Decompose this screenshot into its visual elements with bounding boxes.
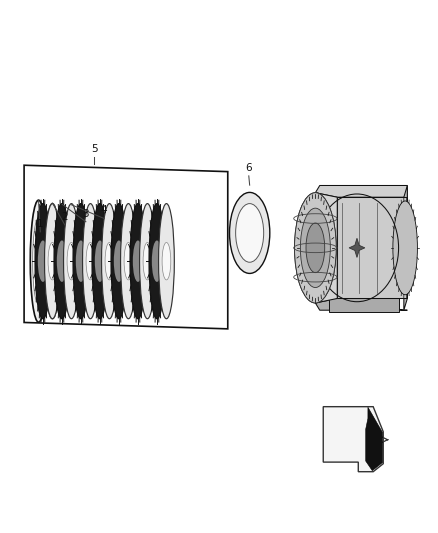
Polygon shape <box>328 298 399 312</box>
Ellipse shape <box>45 204 60 319</box>
Ellipse shape <box>35 204 51 319</box>
Text: 1: 1 <box>37 219 44 229</box>
Text: 2: 2 <box>61 212 68 222</box>
Ellipse shape <box>86 243 95 280</box>
Ellipse shape <box>30 200 47 322</box>
Ellipse shape <box>105 243 114 280</box>
Ellipse shape <box>45 204 60 319</box>
Ellipse shape <box>76 240 86 282</box>
Ellipse shape <box>294 193 336 303</box>
Polygon shape <box>349 238 365 257</box>
Ellipse shape <box>140 204 155 319</box>
Ellipse shape <box>73 204 89 319</box>
Ellipse shape <box>102 204 117 319</box>
Ellipse shape <box>130 204 146 319</box>
Ellipse shape <box>48 224 57 298</box>
Polygon shape <box>315 185 407 197</box>
Polygon shape <box>323 407 383 472</box>
Polygon shape <box>366 407 382 471</box>
Ellipse shape <box>82 204 98 319</box>
Ellipse shape <box>54 204 70 319</box>
Ellipse shape <box>149 204 165 319</box>
Ellipse shape <box>159 204 174 319</box>
Text: 3: 3 <box>82 208 89 219</box>
Ellipse shape <box>114 240 124 282</box>
Text: 4: 4 <box>101 205 108 215</box>
Polygon shape <box>315 193 337 303</box>
Ellipse shape <box>152 240 162 282</box>
Polygon shape <box>315 298 407 310</box>
Polygon shape <box>337 197 407 298</box>
Ellipse shape <box>111 204 127 319</box>
Ellipse shape <box>67 243 76 280</box>
Ellipse shape <box>124 243 133 280</box>
Ellipse shape <box>143 243 152 280</box>
Ellipse shape <box>95 240 105 282</box>
Ellipse shape <box>120 204 136 319</box>
Text: 5: 5 <box>91 144 98 154</box>
Ellipse shape <box>92 204 108 319</box>
Ellipse shape <box>300 208 330 287</box>
Ellipse shape <box>48 243 57 280</box>
Ellipse shape <box>64 204 79 319</box>
Ellipse shape <box>294 193 336 303</box>
Ellipse shape <box>33 218 45 304</box>
Ellipse shape <box>236 204 264 262</box>
Polygon shape <box>404 185 407 310</box>
Ellipse shape <box>57 240 67 282</box>
Text: 6: 6 <box>245 163 252 173</box>
Ellipse shape <box>38 240 48 282</box>
Ellipse shape <box>306 223 325 273</box>
Ellipse shape <box>162 243 171 280</box>
Ellipse shape <box>133 240 143 282</box>
Ellipse shape <box>393 201 417 295</box>
Ellipse shape <box>230 192 270 273</box>
